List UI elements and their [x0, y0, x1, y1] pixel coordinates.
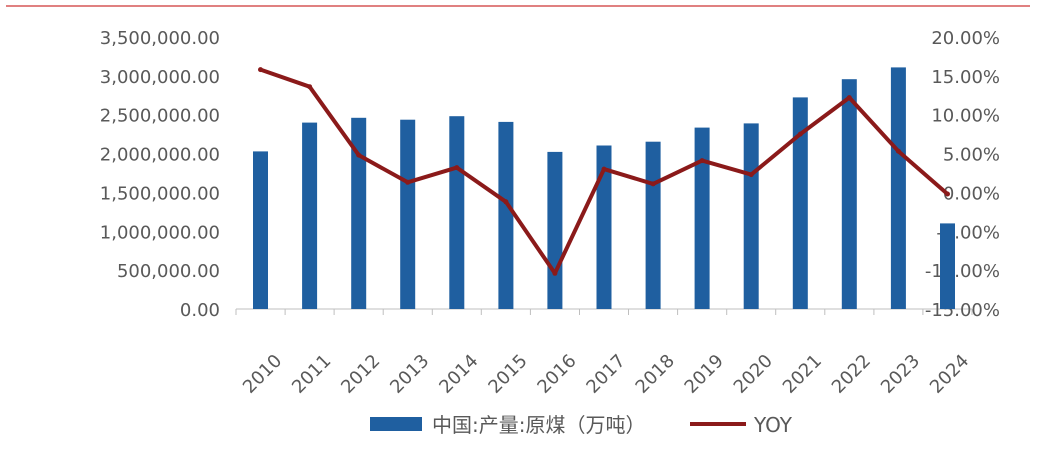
left-tick-label: 3,500,000.00	[100, 28, 220, 49]
left-tick-label: 0.00	[180, 300, 220, 321]
x-tick-label: 2018	[632, 350, 679, 397]
bar	[400, 119, 416, 309]
right-tick-label: 5.00%	[943, 145, 1000, 166]
yoy-point	[945, 191, 950, 197]
right-tick-label: 0.00%	[943, 183, 1000, 204]
bar	[351, 117, 367, 309]
legend-swatch-bar	[370, 417, 422, 431]
x-tick-label: 2011	[288, 350, 335, 397]
right-tick-label: -10.00%	[925, 261, 1000, 282]
x-tick-label: 2013	[386, 350, 433, 397]
left-tick-label: 500,000.00	[117, 261, 220, 282]
right-tick-label: -15.00%	[925, 300, 1000, 321]
yoy-point	[552, 270, 558, 276]
bar	[940, 223, 955, 309]
left-tick-label: 2,000,000.00	[100, 145, 220, 166]
x-tick-label: 2012	[337, 350, 384, 397]
yoy-point	[454, 165, 460, 171]
bar	[302, 122, 318, 309]
bar	[449, 116, 465, 309]
x-axis: 2010 2011 2012 2013 2014 2015 2016 2017 2018 2019…	[235, 309, 973, 398]
yoy-point	[356, 152, 362, 158]
bar	[498, 121, 514, 310]
x-tick-label: 2022	[828, 350, 875, 397]
bar	[547, 151, 563, 309]
x-tick-label: 2016	[533, 350, 580, 397]
yoy-point	[650, 181, 656, 187]
x-tick-label: 2021	[779, 350, 826, 397]
yoy-point	[797, 131, 803, 137]
yoy-point	[405, 179, 411, 185]
legend-label-bar: 中国:产量:原煤（万吨）	[432, 413, 645, 437]
bar	[890, 67, 906, 310]
x-tick-label: 2019	[681, 350, 728, 397]
x-tick-label: 2024	[926, 350, 973, 397]
x-tick-label: 2014	[435, 350, 482, 397]
x-tick-label: 2017	[582, 350, 629, 397]
x-tick-label: 2010	[239, 350, 286, 397]
bar	[792, 97, 808, 310]
yoy-point	[503, 199, 509, 205]
yoy-point	[895, 148, 901, 154]
yoy-line-series	[258, 67, 950, 276]
yoy-point	[846, 95, 852, 101]
bar	[253, 151, 268, 309]
yoy-point	[307, 84, 313, 90]
bar-series	[253, 67, 955, 310]
bar	[841, 79, 857, 309]
yoy-point	[699, 158, 705, 164]
left-tick-label: 2,500,000.00	[100, 106, 220, 127]
left-tick-label: 1,000,000.00	[100, 222, 220, 243]
yoy-point	[748, 172, 754, 178]
right-tick-label: 10.00%	[931, 106, 1000, 127]
legend: 中国:产量:原煤（万吨） YOY	[370, 413, 793, 437]
x-tick-label: 2023	[877, 350, 924, 397]
bar	[596, 145, 612, 309]
right-axis: -15.00%-10.00%-5.00%0.00%5.00%10.00%15.0…	[925, 28, 1000, 321]
yoy-point	[258, 67, 263, 73]
x-tick-label: 2020	[730, 350, 777, 397]
bar	[694, 127, 710, 309]
legend-label-line: YOY	[753, 413, 793, 437]
yoy-point	[601, 166, 607, 172]
left-tick-label: 3,000,000.00	[100, 67, 220, 88]
x-tick-label: 2015	[484, 350, 531, 397]
bar	[645, 141, 661, 309]
right-tick-label: 20.00%	[931, 28, 1000, 49]
right-tick-label: 15.00%	[931, 67, 1000, 88]
left-axis: 0.00 500,000.00 1,000,000.00 1,500,000.00 2,…	[100, 28, 220, 321]
bar	[743, 123, 759, 310]
left-tick-label: 1,500,000.00	[100, 183, 220, 204]
